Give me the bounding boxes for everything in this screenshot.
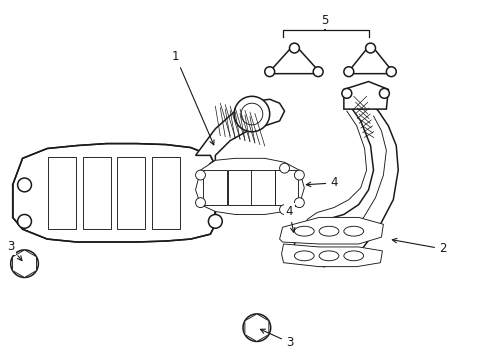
Text: 2: 2 [391,238,446,255]
Circle shape [195,198,205,208]
Circle shape [18,215,31,228]
Circle shape [195,170,205,180]
Circle shape [264,67,274,77]
Circle shape [17,256,32,271]
Polygon shape [228,170,251,204]
Circle shape [379,89,388,98]
Ellipse shape [294,251,314,261]
Text: 3: 3 [260,329,293,349]
Circle shape [243,314,270,342]
Polygon shape [346,44,393,74]
Ellipse shape [343,251,363,261]
Text: 3: 3 [7,240,22,261]
Polygon shape [267,44,321,74]
Text: 5: 5 [321,14,328,29]
Polygon shape [195,99,284,165]
Polygon shape [48,157,76,229]
Polygon shape [281,244,382,267]
Ellipse shape [319,226,338,236]
Polygon shape [244,314,268,342]
Circle shape [279,204,289,215]
Text: 1: 1 [172,50,214,145]
Circle shape [18,178,31,192]
Polygon shape [274,170,298,204]
Polygon shape [343,82,387,109]
Polygon shape [294,99,397,267]
Ellipse shape [343,226,363,236]
Circle shape [279,163,289,173]
Polygon shape [250,170,274,204]
Circle shape [343,67,353,77]
Circle shape [248,320,264,336]
Circle shape [234,96,269,132]
Circle shape [289,43,299,53]
Circle shape [294,170,304,180]
Ellipse shape [294,226,314,236]
Polygon shape [13,144,215,242]
Text: 4: 4 [305,176,337,189]
Circle shape [313,67,323,77]
Text: 4: 4 [285,205,294,232]
Polygon shape [13,250,37,278]
Circle shape [294,198,304,208]
Polygon shape [279,217,383,244]
Circle shape [241,103,262,125]
Circle shape [365,43,375,53]
Circle shape [11,250,38,278]
Polygon shape [195,158,304,215]
Ellipse shape [319,251,338,261]
Polygon shape [117,157,145,229]
Polygon shape [152,157,180,229]
Circle shape [341,89,351,98]
Polygon shape [203,170,227,204]
Circle shape [208,161,222,175]
Polygon shape [82,157,110,229]
Circle shape [208,215,222,228]
Circle shape [386,67,395,77]
